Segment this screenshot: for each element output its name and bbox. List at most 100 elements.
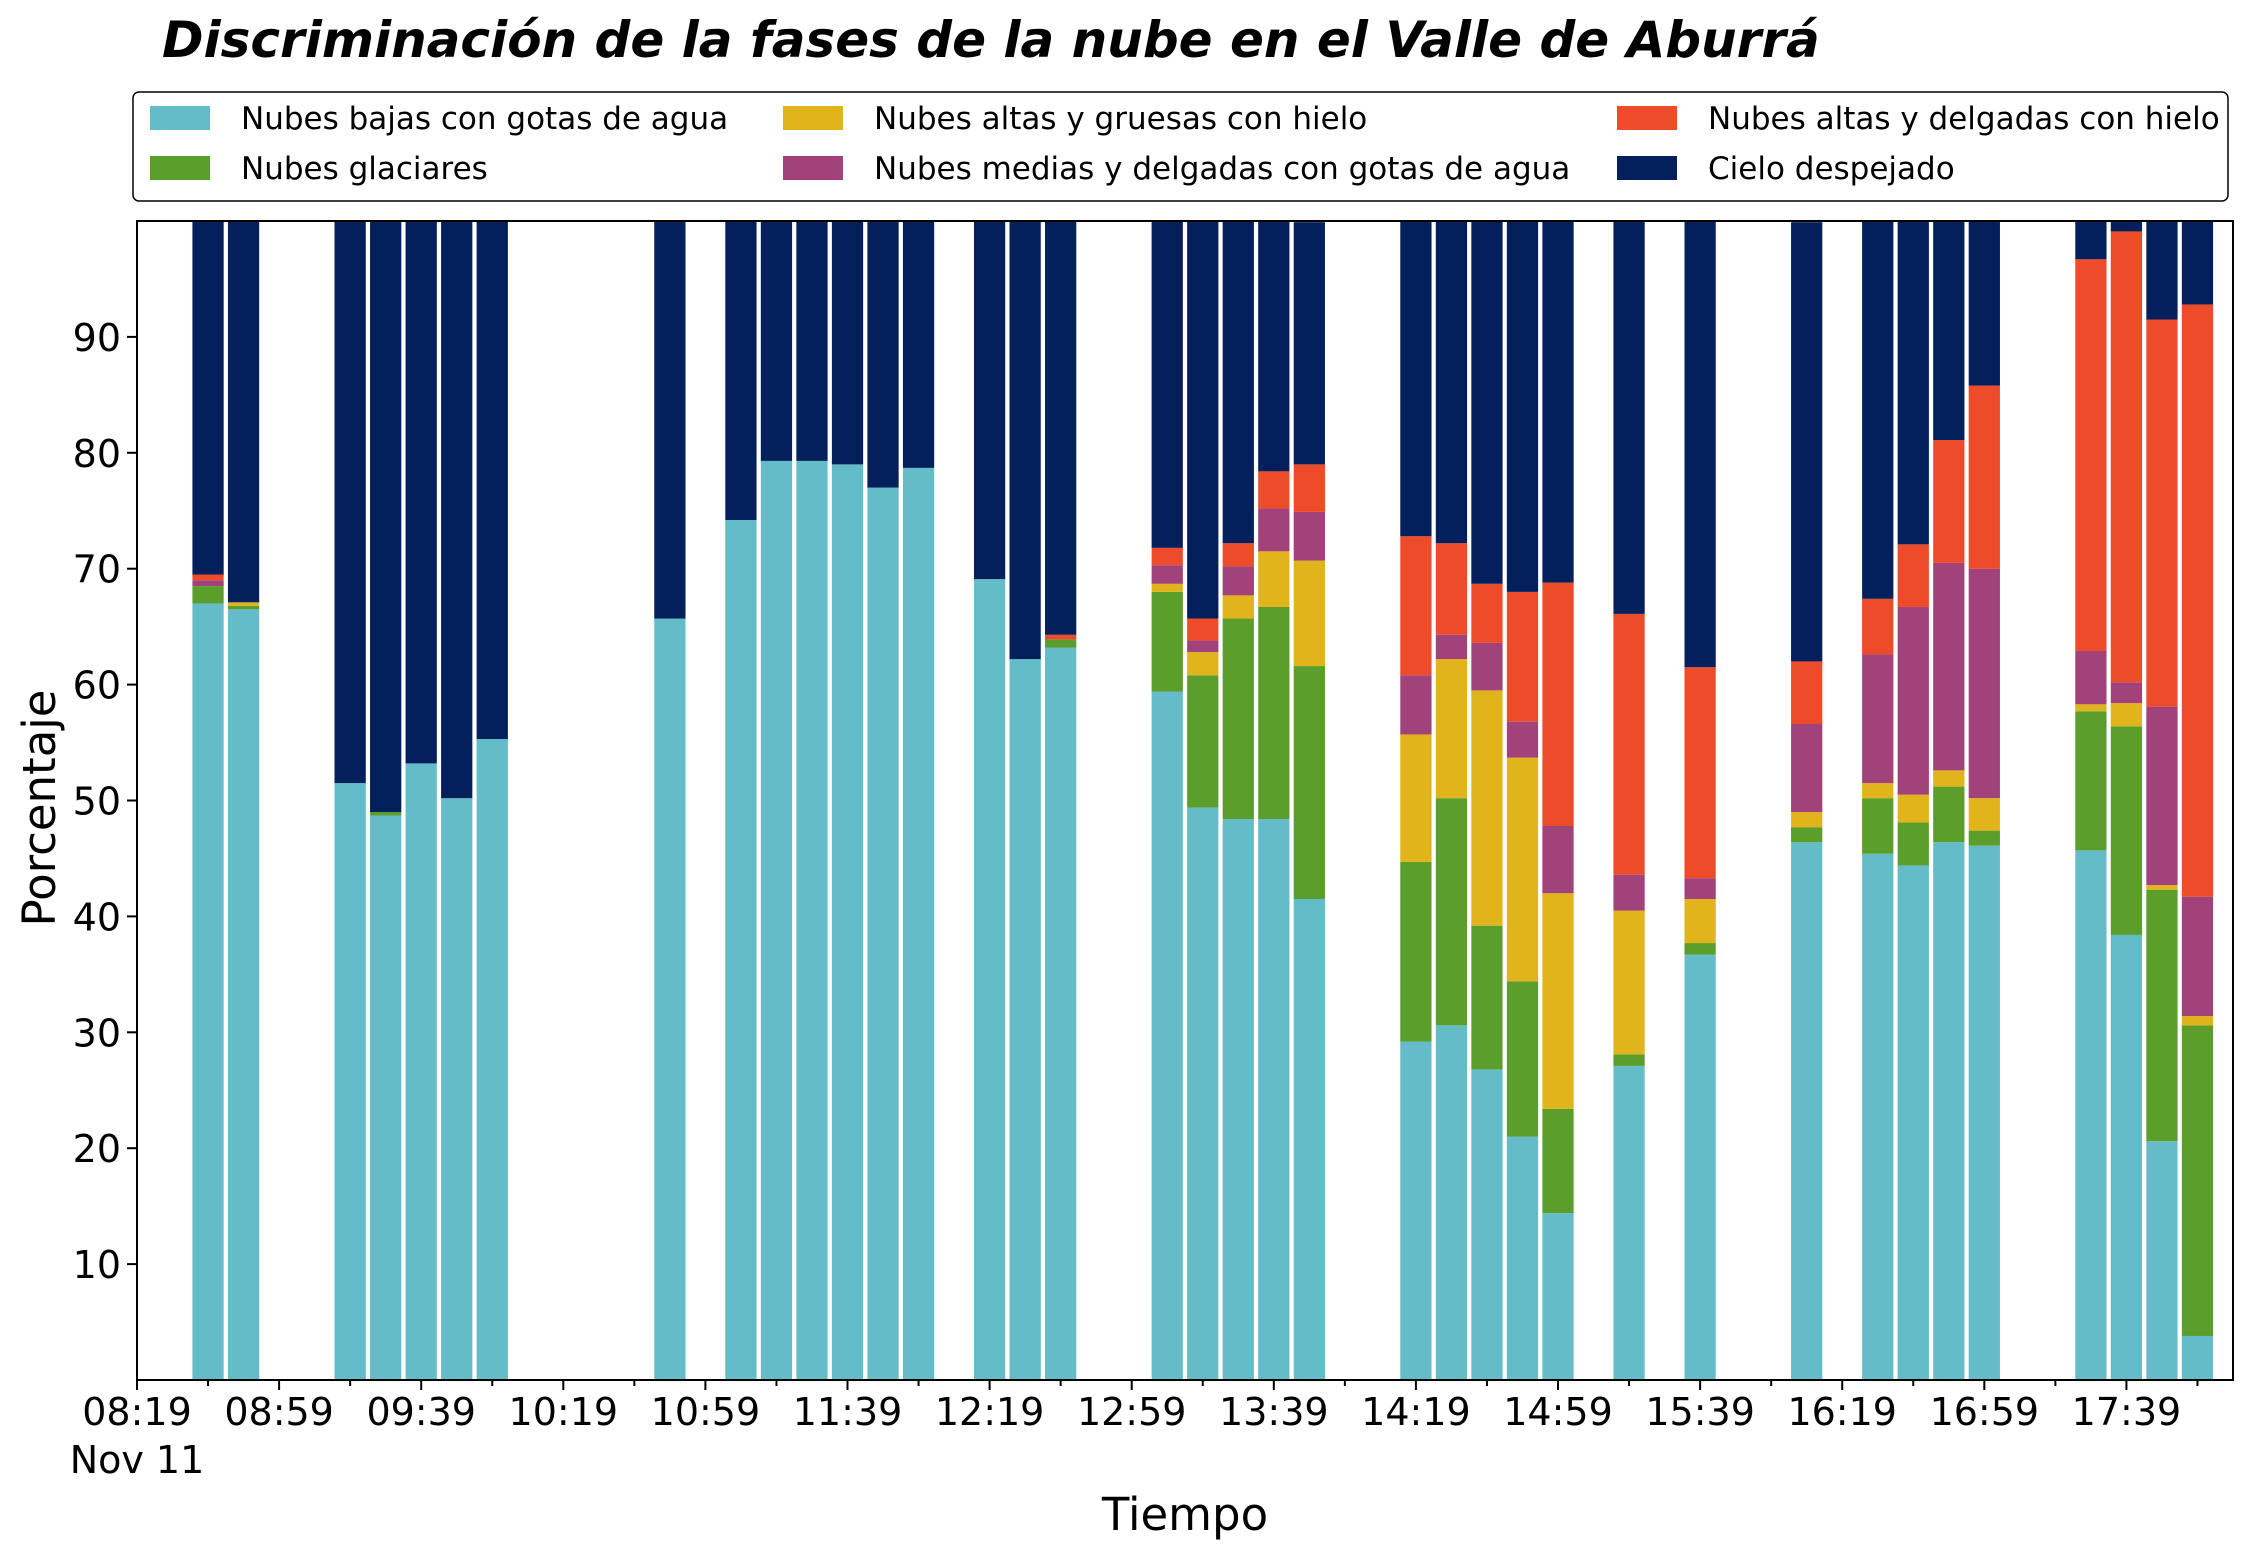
bar-nubes-altas-y-gruesas-con-hielo-0849 (227, 602, 260, 606)
y-tick-label: 30 (73, 1011, 121, 1055)
legend-label-nubes-bajas-con-gotas-de-agua: Nubes bajas con gotas de agua (241, 101, 728, 137)
bar-nubes-bajas-con-gotas-de-agua-1129 (796, 460, 828, 1380)
bar-nubes-medias-y-delgadas-con-gotas-de-agua-1449 (1506, 721, 1539, 758)
bar-nubes-glaciares-1749 (2146, 889, 2178, 1142)
bar-nubes-glaciares-1309 (1151, 591, 1183, 692)
bar-nubes-bajas-con-gotas-de-agua-1759 (2181, 1335, 2214, 1380)
bar-nubes-bajas-con-gotas-de-agua-1539 (1684, 954, 1716, 1380)
x-tick-label: 12:59 (1077, 1390, 1187, 1434)
bar-nubes-medias-y-delgadas-con-gotas-de-agua-1319 (1187, 640, 1219, 653)
bar-nubes-altas-y-gruesas-con-hielo-1639 (1897, 794, 1929, 823)
bar-nubes-altas-y-gruesas-con-hielo-1729 (2075, 704, 2107, 712)
bar-nubes-medias-y-delgadas-con-gotas-de-agua-1539 (1684, 878, 1716, 900)
bar-nubes-bajas-con-gotas-de-agua-1749 (2146, 1141, 2178, 1380)
bar-nubes-bajas-con-gotas-de-agua-0919 (334, 783, 366, 1380)
bar-nubes-medias-y-delgadas-con-gotas-de-agua-1349 (1293, 511, 1325, 561)
bar-nubes-altas-y-gruesas-con-hielo-1609 (1791, 812, 1823, 828)
bar-nubes-altas-y-delgadas-con-hielo-1419 (1400, 536, 1432, 676)
y-tick-label: 70 (73, 548, 121, 592)
bar-nubes-glaciares-1439 (1471, 925, 1503, 1070)
bar-cielo-despejado-1049 (654, 221, 686, 619)
bar-cielo-despejado-1519 (1613, 221, 1645, 614)
bar-nubes-bajas-con-gotas-de-agua-1729 (2075, 850, 2107, 1380)
legend-swatch-nubes-altas-y-delgadas-con-hielo (1617, 106, 1677, 130)
bars (192, 221, 2214, 1380)
bar-nubes-bajas-con-gotas-de-agua-0939 (405, 763, 437, 1380)
legend-swatch-nubes-bajas-con-gotas-de-agua (150, 106, 210, 130)
bar-cielo-despejado-0919 (334, 221, 366, 784)
bar-nubes-bajas-con-gotas-de-agua-1659 (1968, 845, 2000, 1380)
bar-nubes-altas-y-delgadas-con-hielo-1749 (2146, 319, 2178, 707)
bar-cielo-despejado-1659 (1968, 221, 2000, 386)
bar-nubes-altas-y-gruesas-con-hielo-1649 (1933, 770, 1965, 787)
bar-nubes-glaciares-1729 (2075, 711, 2107, 851)
bar-nubes-bajas-con-gotas-de-agua-1449 (1506, 1136, 1539, 1380)
bar-nubes-medias-y-delgadas-con-gotas-de-agua-1519 (1613, 874, 1645, 911)
x-tick-label: 09:39 (366, 1390, 476, 1434)
bar-nubes-bajas-con-gotas-de-agua-1109 (725, 520, 757, 1380)
bar-nubes-medias-y-delgadas-con-gotas-de-agua-1429 (1435, 634, 1468, 660)
bar-nubes-medias-y-delgadas-con-gotas-de-agua-1659 (1968, 568, 2000, 799)
bar-nubes-medias-y-delgadas-con-gotas-de-agua-1309 (1151, 565, 1183, 584)
bar-nubes-bajas-con-gotas-de-agua-1349 (1293, 899, 1325, 1380)
x-tick-label: 11:39 (793, 1390, 903, 1434)
bar-nubes-altas-y-gruesas-con-hielo-1739 (2110, 703, 2143, 727)
bar-cielo-despejado-1739 (2110, 221, 2143, 232)
bar-nubes-altas-y-delgadas-con-hielo-1439 (1471, 583, 1503, 643)
legend-swatch-nubes-medias-y-delgadas-con-gotas-de-agua (783, 156, 843, 180)
x-tick-label: 08:19 (82, 1390, 192, 1434)
bar-nubes-bajas-con-gotas-de-agua-0929 (370, 815, 402, 1380)
x-tick-label: 16:59 (1930, 1390, 2040, 1434)
bar-nubes-bajas-con-gotas-de-agua-1149 (867, 487, 899, 1380)
bar-nubes-altas-y-delgadas-con-hielo-1329 (1222, 543, 1254, 567)
bar-nubes-altas-y-gruesas-con-hielo-1429 (1435, 659, 1468, 799)
bar-cielo-despejado-1219 (973, 221, 1006, 580)
bar-nubes-altas-y-delgadas-con-hielo-1649 (1933, 440, 1965, 563)
bar-nubes-glaciares-1349 (1293, 666, 1325, 900)
bar-nubes-bajas-con-gotas-de-agua-1429 (1435, 1025, 1468, 1380)
bar-nubes-altas-y-delgadas-con-hielo-1539 (1684, 667, 1716, 879)
bar-nubes-bajas-con-gotas-de-agua-0849 (227, 609, 260, 1380)
y-tick-label: 60 (73, 664, 121, 708)
bar-nubes-altas-y-gruesas-con-hielo-1539 (1684, 899, 1716, 944)
bar-nubes-glaciares-1759 (2181, 1025, 2214, 1336)
bar-nubes-bajas-con-gotas-de-agua-1219 (973, 579, 1006, 1380)
bar-nubes-bajas-con-gotas-de-agua-0949 (441, 798, 473, 1380)
bar-cielo-despejado-0929 (370, 221, 402, 813)
bar-cielo-despejado-1649 (1933, 221, 1965, 441)
bar-nubes-bajas-con-gotas-de-agua-1309 (1151, 691, 1183, 1380)
bar-nubes-altas-y-gruesas-con-hielo-1749 (2146, 885, 2178, 890)
x-tick-label: 08:59 (224, 1390, 334, 1434)
bar-nubes-altas-y-delgadas-con-hielo-1449 (1506, 591, 1539, 722)
bar-nubes-medias-y-delgadas-con-gotas-de-agua-1329 (1222, 566, 1254, 596)
bar-cielo-despejado-1149 (867, 221, 899, 488)
legend-label-nubes-altas-y-delgadas-con-hielo: Nubes altas y delgadas con hielo (1708, 101, 2220, 137)
bar-cielo-despejado-1239 (1045, 221, 1077, 635)
bar-nubes-bajas-con-gotas-de-agua-1139 (831, 464, 864, 1380)
bar-nubes-glaciares-0839 (192, 586, 224, 604)
bar-nubes-bajas-con-gotas-de-agua-1519 (1613, 1065, 1645, 1380)
bar-nubes-medias-y-delgadas-con-gotas-de-agua-1739 (2110, 682, 2143, 704)
y-axis: 10 20 30 40 50 60 70 80 90 (73, 316, 137, 1287)
bar-nubes-medias-y-delgadas-con-gotas-de-agua-1339 (1258, 508, 1290, 552)
x-tick-label: 15:39 (1645, 1390, 1755, 1434)
bar-nubes-medias-y-delgadas-con-gotas-de-agua-1419 (1400, 675, 1432, 735)
bar-cielo-despejado-1459 (1542, 221, 1574, 583)
bar-cielo-despejado-0839 (192, 221, 224, 575)
bar-cielo-despejado-1319 (1187, 221, 1219, 619)
bar-nubes-altas-y-delgadas-con-hielo-0839 (192, 574, 224, 581)
bar-nubes-glaciares-1609 (1791, 827, 1823, 843)
bar-cielo-despejado-1639 (1897, 221, 1929, 545)
bar-nubes-bajas-con-gotas-de-agua-1319 (1187, 807, 1219, 1380)
bar-nubes-altas-y-delgadas-con-hielo-1659 (1968, 385, 2000, 569)
bar-nubes-bajas-con-gotas-de-agua-1339 (1258, 819, 1290, 1380)
bar-nubes-altas-y-delgadas-con-hielo-1739 (2110, 231, 2143, 683)
bar-nubes-bajas-con-gotas-de-agua-1609 (1791, 842, 1823, 1380)
bar-nubes-medias-y-delgadas-con-gotas-de-agua-1729 (2075, 650, 2107, 705)
bar-cielo-despejado-1449 (1506, 221, 1539, 592)
bar-nubes-bajas-con-gotas-de-agua-1159 (902, 467, 935, 1380)
bar-nubes-glaciares-1519 (1613, 1054, 1645, 1066)
bar-nubes-medias-y-delgadas-con-gotas-de-agua-1459 (1542, 826, 1574, 894)
bar-nubes-altas-y-delgadas-con-hielo-1629 (1862, 598, 1894, 655)
